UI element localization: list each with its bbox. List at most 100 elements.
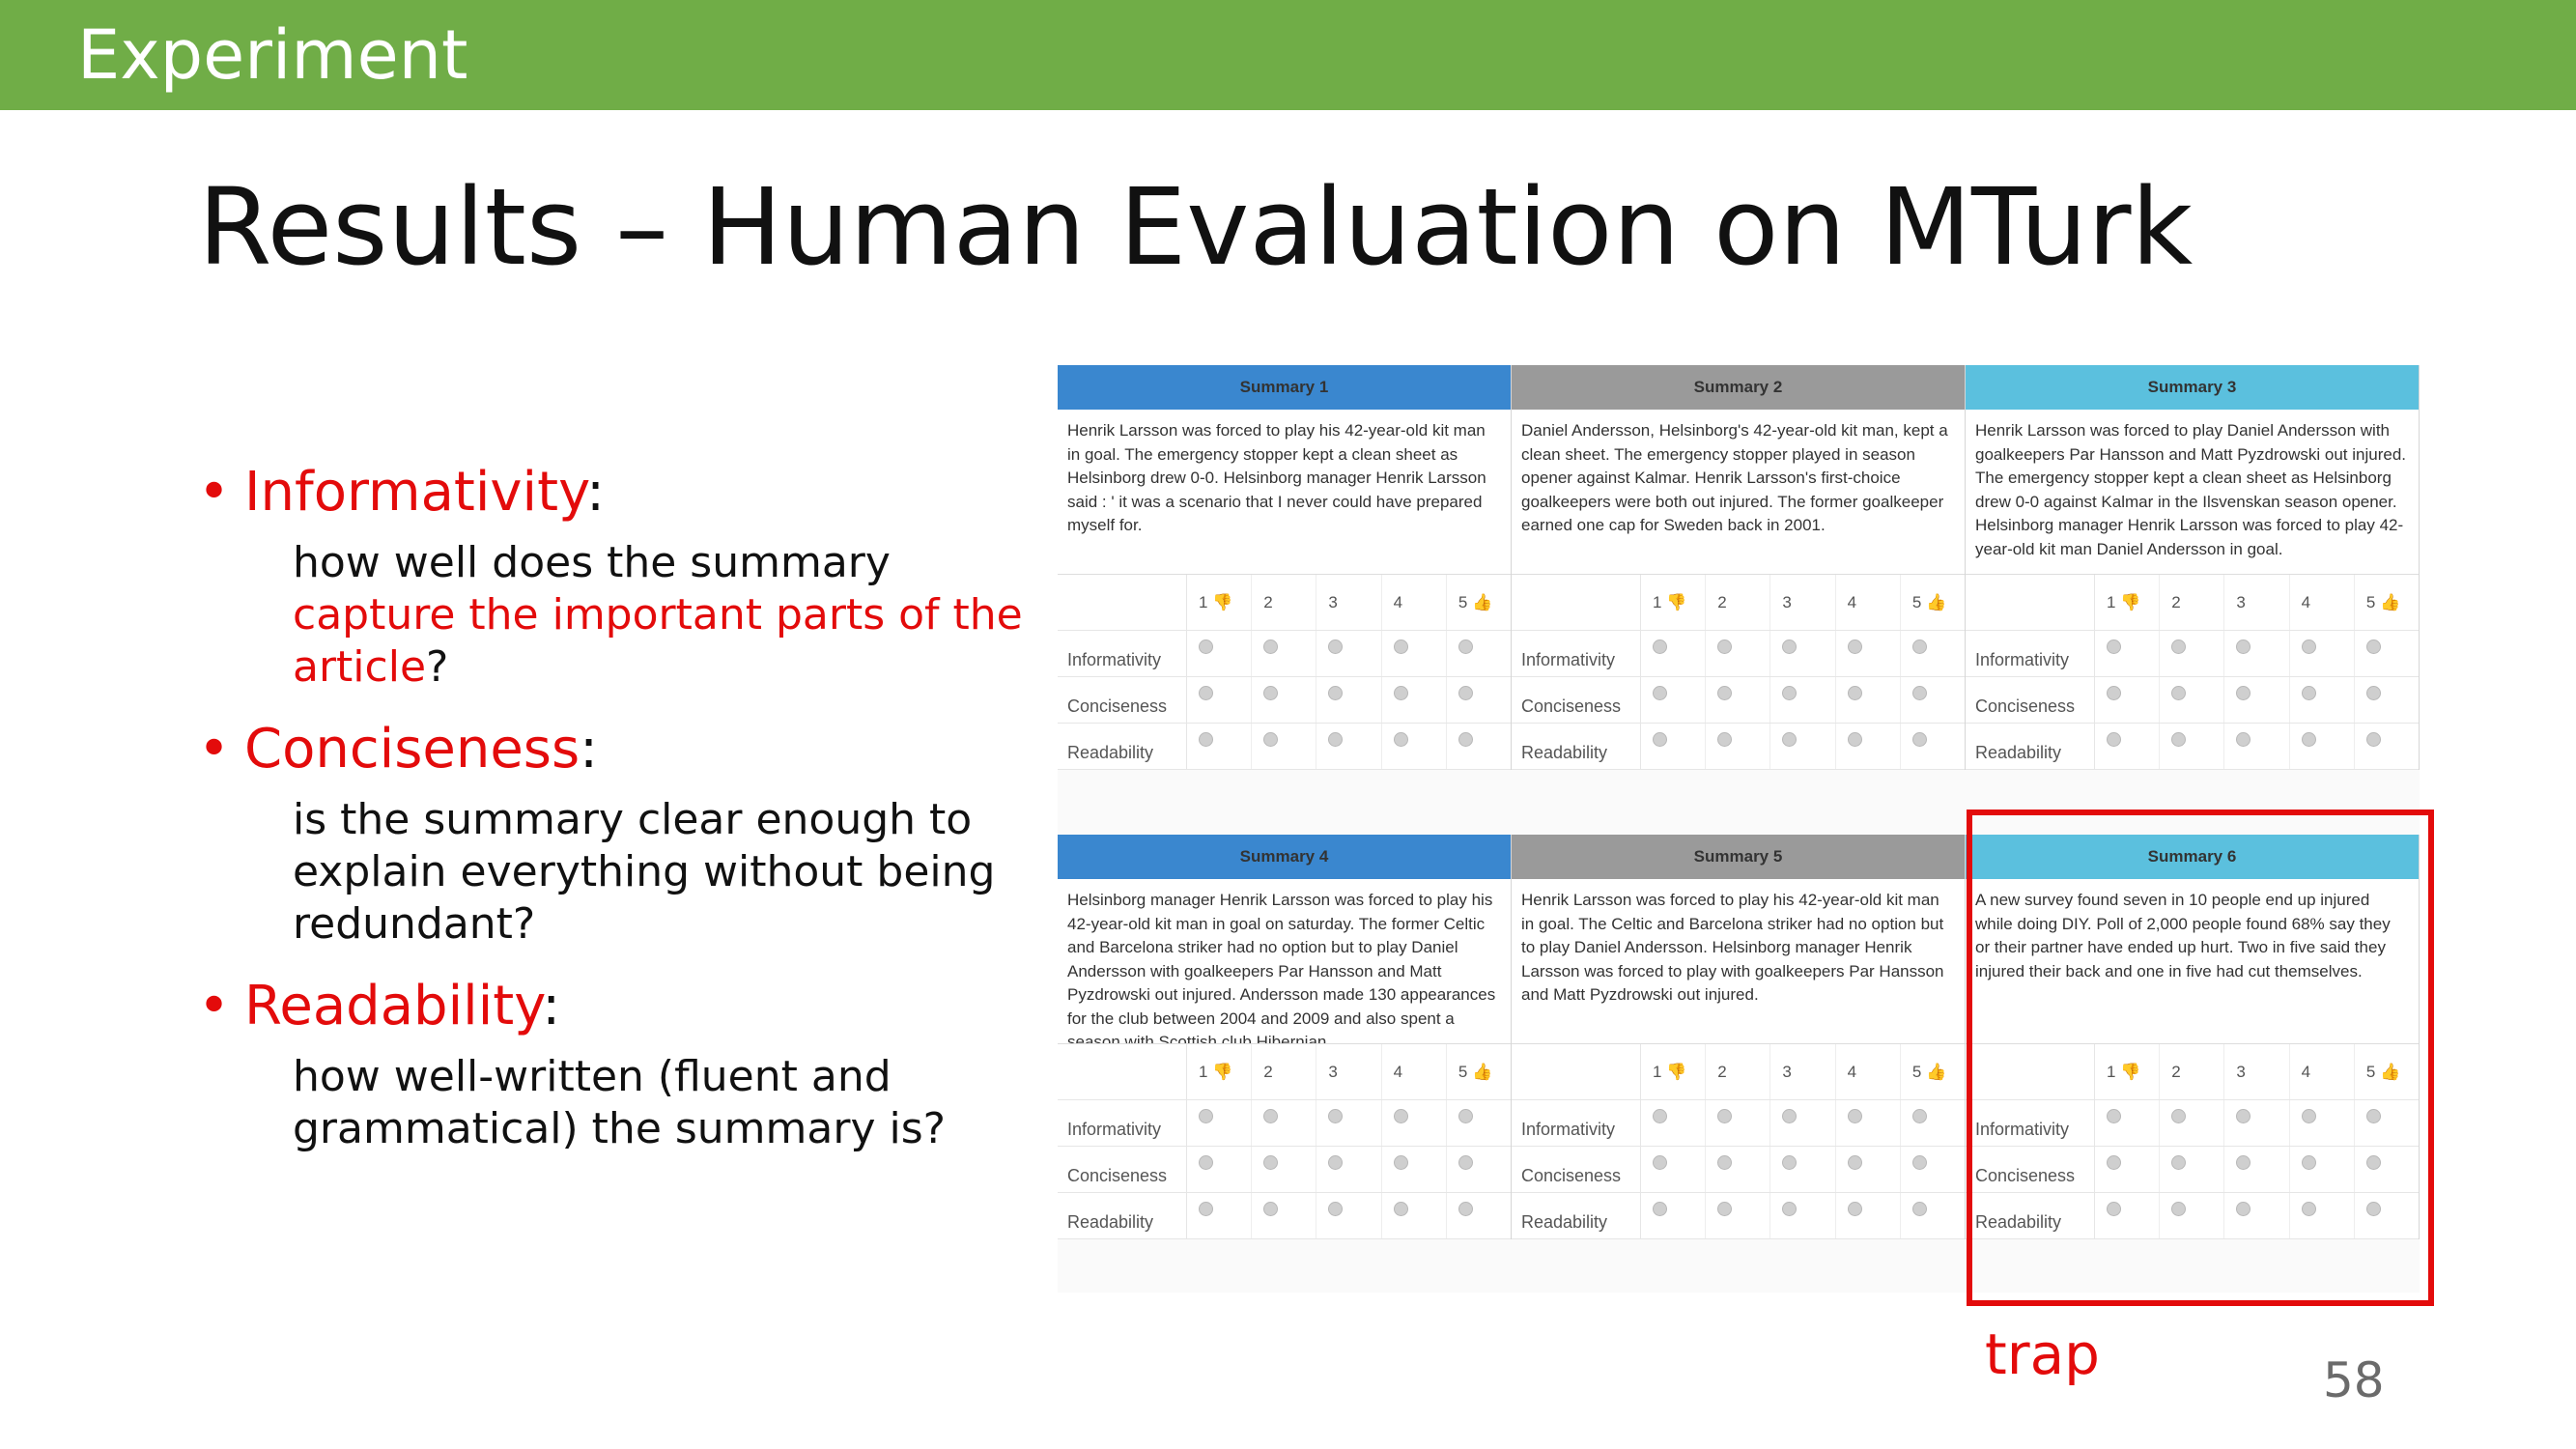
rating-radio[interactable] — [1199, 732, 1213, 747]
rating-radio[interactable] — [1393, 1155, 1408, 1170]
rating-radio[interactable] — [1911, 639, 1927, 654]
rating-radio[interactable] — [1263, 639, 1279, 654]
rating-radio[interactable] — [2365, 732, 2381, 747]
rating-radio[interactable] — [1717, 1202, 1733, 1216]
rating-radio[interactable] — [1717, 1109, 1733, 1123]
rating-radio[interactable] — [1393, 686, 1408, 700]
rating-radio[interactable] — [1199, 1109, 1213, 1123]
rating-radio[interactable] — [1717, 686, 1733, 700]
rating-radio[interactable] — [1263, 732, 1279, 747]
rating-radio[interactable] — [2365, 1202, 2381, 1216]
rating-radio[interactable] — [1263, 686, 1279, 700]
rating-radio[interactable] — [1199, 1202, 1213, 1216]
rating-radio[interactable] — [2301, 1155, 2316, 1170]
rating-radio[interactable] — [1263, 1155, 1279, 1170]
rating-radio[interactable] — [1458, 732, 1473, 747]
rating-radio[interactable] — [2301, 1202, 2316, 1216]
rating-radio[interactable] — [2171, 1109, 2187, 1123]
rating-radio[interactable] — [2236, 1202, 2251, 1216]
rating-radio[interactable] — [2171, 1155, 2187, 1170]
rating-radio[interactable] — [2107, 639, 2121, 654]
rating-radio[interactable] — [1653, 639, 1667, 654]
rating-radio[interactable] — [2107, 1155, 2121, 1170]
scale-label: 1 👎 — [1641, 1044, 1707, 1099]
rating-radio[interactable] — [1328, 1155, 1344, 1170]
rating-radio[interactable] — [1328, 1109, 1344, 1123]
rating-radio[interactable] — [1328, 1202, 1344, 1216]
rating-radio[interactable] — [2365, 686, 2381, 700]
rating-radio[interactable] — [1199, 1155, 1213, 1170]
rating-radio[interactable] — [2301, 1109, 2316, 1123]
rating-radio[interactable] — [1717, 639, 1733, 654]
rating-radio[interactable] — [1911, 1109, 1927, 1123]
rating-radio[interactable] — [1653, 686, 1667, 700]
rating-radio[interactable] — [1782, 639, 1798, 654]
rating-radio[interactable] — [2171, 732, 2187, 747]
rating-radio[interactable] — [1328, 732, 1344, 747]
rating-radio[interactable] — [2365, 639, 2381, 654]
rating-radio[interactable] — [1911, 732, 1927, 747]
page-number: 58 — [2323, 1352, 2385, 1408]
rating-radio[interactable] — [1911, 1202, 1927, 1216]
rating-radio[interactable] — [1847, 1109, 1862, 1123]
rating-radio[interactable] — [2171, 1202, 2187, 1216]
rating-radio[interactable] — [1782, 686, 1798, 700]
rating-radio[interactable] — [1653, 1155, 1667, 1170]
rating-radio[interactable] — [2107, 732, 2121, 747]
rating-radio[interactable] — [1458, 1202, 1473, 1216]
rating-radio[interactable] — [1911, 686, 1927, 700]
rating-radio[interactable] — [1458, 639, 1473, 654]
rating-radio[interactable] — [1393, 1109, 1408, 1123]
rating-radio[interactable] — [2171, 639, 2187, 654]
rating-radio[interactable] — [2236, 686, 2251, 700]
rating-radio[interactable] — [1458, 686, 1473, 700]
rating-radio[interactable] — [1782, 1155, 1798, 1170]
rating-radio[interactable] — [1782, 1202, 1798, 1216]
rating-radio[interactable] — [2301, 732, 2316, 747]
rating-radio[interactable] — [1393, 639, 1408, 654]
summary-heading: Summary 3 — [1966, 365, 2419, 410]
rating-radio[interactable] — [2236, 732, 2251, 747]
rating-cell — [2355, 1100, 2419, 1146]
rating-radio[interactable] — [1847, 732, 1862, 747]
rating-radio[interactable] — [1328, 639, 1344, 654]
rating-radio[interactable] — [1263, 1109, 1279, 1123]
rating-radio[interactable] — [1911, 1155, 1927, 1170]
rating-radio[interactable] — [1782, 732, 1798, 747]
rating-radio[interactable] — [1717, 1155, 1733, 1170]
rating-radio[interactable] — [2236, 639, 2251, 654]
rating-radio[interactable] — [2107, 686, 2121, 700]
rating-cell — [2224, 677, 2290, 723]
rating-radio[interactable] — [1653, 1202, 1667, 1216]
rating-radio[interactable] — [1458, 1155, 1473, 1170]
rating-radio[interactable] — [2107, 1202, 2121, 1216]
rating-cell — [1252, 631, 1317, 676]
rating-cell — [1187, 677, 1253, 723]
rating-radio[interactable] — [2236, 1155, 2251, 1170]
rating-radio[interactable] — [2365, 1109, 2381, 1123]
rating-radio[interactable] — [2301, 686, 2316, 700]
rating-radio[interactable] — [1328, 686, 1344, 700]
rating-radio[interactable] — [2301, 639, 2316, 654]
rating-radio[interactable] — [1847, 1155, 1862, 1170]
rating-radio[interactable] — [1782, 1109, 1798, 1123]
rating-radio[interactable] — [1653, 1109, 1667, 1123]
rating-radio[interactable] — [1393, 732, 1408, 747]
rating-radio[interactable] — [1263, 1202, 1279, 1216]
rating-radio[interactable] — [1847, 1202, 1862, 1216]
rating-radio[interactable] — [1653, 732, 1667, 747]
rating-radio[interactable] — [1458, 1109, 1473, 1123]
rating-radio[interactable] — [2107, 1109, 2121, 1123]
rating-radio[interactable] — [2171, 686, 2187, 700]
rating-radio[interactable] — [1199, 639, 1213, 654]
summary-heading: Summary 4 — [1058, 835, 1511, 879]
rating-cell — [2355, 1147, 2419, 1192]
slide-title: Results – Human Evaluation on MTurk — [198, 165, 2194, 289]
rating-radio[interactable] — [1199, 686, 1213, 700]
rating-radio[interactable] — [2365, 1155, 2381, 1170]
rating-radio[interactable] — [2236, 1109, 2251, 1123]
rating-radio[interactable] — [1717, 732, 1733, 747]
rating-radio[interactable] — [1847, 639, 1862, 654]
rating-radio[interactable] — [1847, 686, 1862, 700]
rating-radio[interactable] — [1393, 1202, 1408, 1216]
